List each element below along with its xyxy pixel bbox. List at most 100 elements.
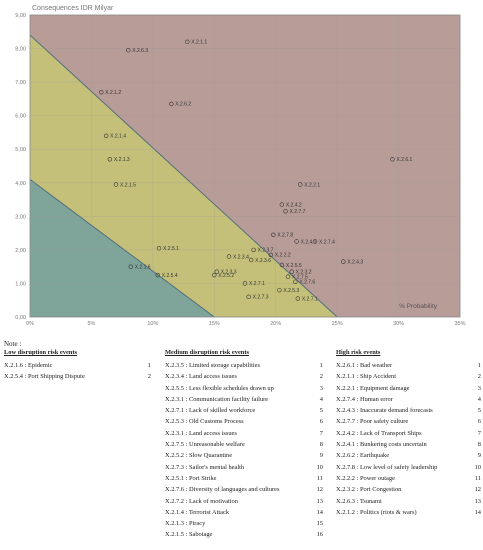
point-label: X.2.2.2: [275, 253, 291, 259]
y-axis-label: Consequences IDR Milyar: [32, 5, 114, 12]
legend-row: X.2.4.3 : Inaccurate demand forecasts 5: [336, 405, 481, 416]
legend-row-number: 11: [474, 474, 481, 482]
medium-risk-title: Medium disruption risk events: [165, 349, 249, 356]
legend-row-text: X.2.7.4 : Human error: [336, 395, 393, 403]
risk-matrix-chart: 0,00 1,00 2,00 3,00 4,00 5,00 6,00 7,00 8,00 9,00…: [15, 5, 465, 327]
data-point: X.2.1.1: [185, 39, 207, 46]
x-tick-label: 15%: [209, 321, 220, 327]
point-label: X.2.7.4: [319, 239, 335, 245]
legend-row-number: 5: [477, 407, 481, 415]
high-risk-legend: High risk events X.2.6.1 : Bad weather 1 X…: [336, 349, 481, 518]
point-label: X.2.7.7: [290, 209, 306, 215]
point-marker: [113, 182, 119, 187]
legend-row-text: X.2.5.1 : Port Strike: [165, 474, 217, 482]
y-tick-label: 6,00: [15, 114, 26, 120]
data-point: X.2.6.3: [126, 48, 148, 54]
data-point: X.2.3.7: [251, 248, 274, 254]
legend-row-text: X.2.3.1 : Land access issues: [165, 429, 237, 437]
point-marker: [279, 202, 285, 207]
legend-row-text: X.2.1.4 : Terrorist Attack: [165, 508, 230, 516]
y-tick-label: 1,00: [15, 281, 26, 287]
legend-row-text: X.2.7.1 : Lack of skilled workforce: [165, 407, 256, 415]
point-label: X.2.6.3: [132, 48, 148, 54]
legend-row-number: 8: [477, 441, 481, 449]
legend-row: X.2.2.2 : Power outage 11: [336, 473, 481, 484]
point-marker: [271, 232, 276, 237]
point-marker: [156, 246, 162, 251]
y-tick-label: 9,00: [15, 13, 26, 19]
plot-frame: [29, 14, 461, 318]
legend-row-number: 12: [474, 486, 481, 494]
data-point: X.2.7.3: [246, 295, 269, 301]
legend-row-number: 4: [477, 395, 481, 403]
point-label: X.2.3.7: [258, 248, 274, 254]
legend-row: X.2.1.2 : Politics (riots & wars) 14: [336, 507, 481, 518]
point-marker: [103, 133, 109, 139]
point-label: X.2.1.1: [191, 40, 207, 46]
legend-row-number: 6: [477, 418, 481, 426]
legend-row-text: X.2.5.2 : Slow Quarantine: [165, 452, 233, 460]
x-tick-label: 20%: [270, 321, 281, 327]
x-tick-label: 0%: [26, 321, 34, 327]
legend-row-number: 15: [316, 520, 323, 528]
point-label: X.2.7.1: [302, 296, 318, 302]
point-marker: [293, 279, 298, 284]
legend-row-text: X.2.6.2 : Earthquake: [336, 452, 390, 460]
data-point: X.2.3.2: [289, 269, 312, 276]
legend-row-text: X.2.4.3 : Inaccurate demand forecasts: [336, 407, 433, 415]
point-marker: [128, 264, 133, 269]
legend-row-number: 2: [319, 373, 323, 381]
y-tick-label: 7,00: [15, 80, 26, 86]
point-label: X.2.5.4: [162, 273, 178, 279]
legend-row: X.2.7.2 : Lack of motivation 13: [165, 496, 323, 507]
low-risk-boundary-line: [30, 179, 215, 317]
legend-row: X.2.3.2 : Port Congestion 12: [336, 484, 481, 495]
data-point: X.2.7.1: [295, 296, 318, 302]
point-marker: [289, 269, 294, 274]
legend-row: X.2.7.4 : Human error 4: [336, 394, 481, 405]
legend-row-number: 3: [477, 384, 481, 392]
legend-row-number: 7: [319, 429, 323, 437]
y-tick-label: 8,00: [15, 47, 26, 53]
point-marker: [214, 269, 219, 274]
point-marker: [226, 254, 232, 259]
data-point: X.2.7.5: [285, 274, 308, 281]
legend-row-number: 9: [477, 452, 481, 460]
legend-row: X.2.1.4 : Terrorist Attack 14: [165, 507, 323, 518]
data-point: X.2.4.1: [294, 239, 317, 245]
x-tick-label: 10%: [147, 321, 158, 327]
point-label: X.2.1.4: [110, 134, 126, 140]
legend-row-number: 10: [474, 463, 481, 471]
legend-row-number: 2: [147, 373, 151, 381]
legend-row-text: X.2.5.5 : Less flexible schedules drawn …: [165, 384, 274, 392]
point-label: X.2.1.5: [120, 182, 136, 188]
legend-row-number: 1: [477, 362, 481, 369]
point-label: X.2.4.3: [347, 259, 363, 265]
y-tick-label: 5,00: [15, 147, 26, 153]
legend-row: X.2.3.4 : Land access issues 2: [165, 371, 323, 382]
point-label: X.2.5.3: [283, 288, 299, 294]
point-label: X.2.3.6: [255, 258, 271, 264]
legend-row: X.2.3.1 : Communication facility failure…: [165, 394, 323, 405]
legend-row: X.2.3.1 : Land access issues 7: [165, 428, 323, 439]
legend-row: X.2.7.6 : Diversity of languages and cul…: [165, 484, 323, 495]
point-label: X.2.6.1: [396, 157, 412, 163]
legend-row-number: 2: [477, 373, 481, 381]
legend-row-number: 7: [477, 429, 481, 437]
legend-row-text: X.2.1.5 : Sabotage: [165, 531, 213, 539]
point-marker: [285, 274, 291, 279]
data-point: X.2.7.1: [242, 281, 265, 287]
legend-row: X.2.5.5 : Less flexible schedules drawn …: [165, 383, 323, 394]
data-point: X.2.4.2: [279, 202, 302, 208]
legend-row-text: X.2.4.2 : Lack of Transport Ships: [336, 429, 422, 437]
point-marker: [298, 182, 303, 187]
data-point: X.2.3.4: [226, 254, 249, 260]
data-point: X.2.3.3: [214, 269, 237, 276]
point-marker: [155, 272, 160, 278]
point-label: X.2.5.1: [163, 246, 179, 252]
point-label: X.2.3.4: [233, 254, 249, 260]
data-point: X.2.1.2: [99, 90, 121, 96]
legend-row-text: X.2.3.2 : Port Congestion: [336, 486, 402, 494]
legend-row-text: X.2.7.7 : Poor safety culture: [336, 418, 409, 426]
y-tick-label: 2,00: [15, 248, 26, 254]
